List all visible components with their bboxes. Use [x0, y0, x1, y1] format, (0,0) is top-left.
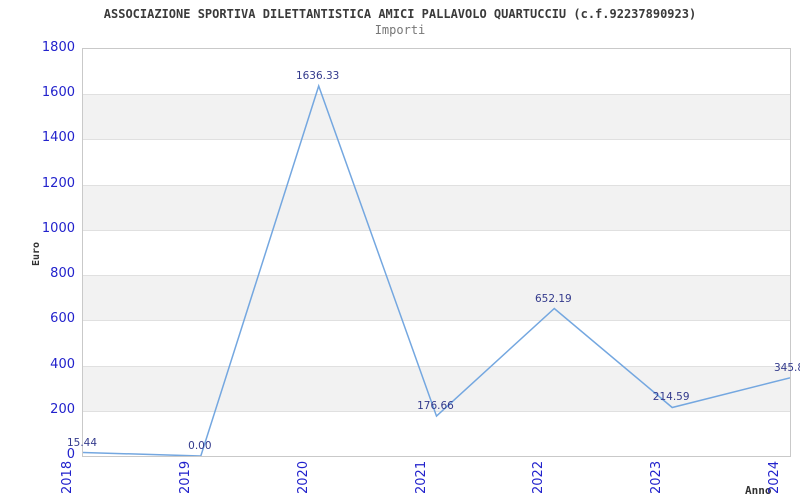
y-axis-tick-label: 1800: [41, 40, 75, 55]
y-axis-tick-label: 0: [66, 447, 75, 462]
data-point-label: 652.19: [534, 292, 572, 305]
data-point-label: 345.8: [773, 361, 800, 374]
y-axis-tick-label: 1600: [41, 85, 75, 101]
x-axis-tick-label: 2018: [60, 460, 75, 494]
data-point-label: 15.44: [66, 436, 98, 449]
gridline: [83, 94, 790, 96]
y-axis-tick-label: 800: [50, 266, 75, 282]
y-axis-tick-label: 600: [50, 311, 75, 327]
gridline: [83, 410, 790, 412]
gridline: [83, 184, 790, 186]
gridline: [83, 229, 790, 231]
data-point-label: 1636.33: [295, 70, 340, 82]
x-axis-tick-label: 2022: [531, 460, 547, 494]
x-axis-tick-label: 2021: [413, 460, 429, 494]
plot-area: [82, 48, 791, 457]
x-axis-tick-label: 2024: [767, 460, 782, 494]
y-axis-title: Euro: [31, 241, 42, 266]
grid-band: [83, 184, 790, 230]
data-point-label: 0.00: [188, 440, 212, 452]
chart-subtitle: Importi: [374, 23, 426, 37]
chart-title: ASSOCIAZIONE SPORTIVA DILETTANTISTICA AM…: [103, 7, 697, 21]
grid-band: [83, 94, 790, 140]
data-point-label: 214.59: [652, 391, 690, 404]
x-axis-tick-label: 2019: [177, 460, 193, 494]
x-axis-tick-label: 2020: [295, 460, 311, 494]
y-axis-tick-label: 200: [50, 401, 75, 417]
x-axis-tick-label: 2023: [649, 460, 665, 494]
gridline: [83, 365, 790, 367]
gridline: [83, 320, 790, 322]
series-polyline: [83, 83, 790, 456]
series-svg: [83, 83, 790, 456]
gridline: [83, 139, 790, 141]
data-point-label: 176.66: [417, 400, 454, 413]
y-axis-tick-label: 1400: [41, 130, 75, 146]
y-axis-tick-label: 1200: [41, 175, 75, 191]
gridline: [83, 275, 790, 277]
y-axis-tick-label: 1000: [41, 220, 75, 236]
x-axis-title: Anno: [745, 484, 772, 497]
grid-band: [83, 365, 790, 411]
y-axis-tick-label: 400: [50, 356, 75, 372]
grid-band: [83, 275, 790, 321]
